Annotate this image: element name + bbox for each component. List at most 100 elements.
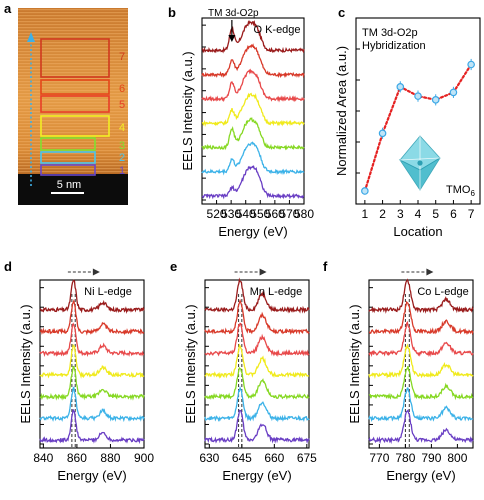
spectrum-location-4 — [201, 92, 305, 127]
lattice-fringes — [18, 8, 128, 174]
data-point-7 — [467, 60, 475, 69]
x-tick-label: 790 — [421, 451, 441, 465]
spectrum-location-1 — [39, 409, 145, 445]
spectrum-location-7 — [201, 19, 305, 54]
spectrum-location-1 — [204, 409, 310, 444]
x-tick-label: 2 — [379, 207, 386, 221]
x-tick-label: 6 — [450, 207, 457, 221]
spectrum-location-2 — [368, 387, 474, 423]
chart-title: O K-edge — [253, 24, 300, 36]
data-point-3 — [396, 83, 405, 91]
panel-letter-f: f — [323, 259, 328, 274]
region-box-1 — [40, 164, 96, 176]
spectrum-location-1 — [201, 164, 305, 200]
region-label-3: 3 — [119, 140, 125, 152]
spectrum-location-5 — [39, 322, 145, 358]
scale-bar: 5 nm — [51, 179, 84, 194]
x-axis-label: Energy (eV) — [222, 468, 291, 483]
x-tick-label: 570 — [279, 207, 299, 221]
x-tick-label: 770 — [369, 451, 389, 465]
x-tick-label: 840 — [33, 451, 53, 465]
chart-title: Co L-edge — [417, 286, 468, 298]
x-tick-label: 645 — [232, 451, 252, 465]
plot-frame — [368, 279, 474, 449]
spectrum-location-2 — [201, 141, 305, 176]
x-tick-label: 900 — [134, 451, 154, 465]
region-box-5 — [40, 95, 110, 113]
x-tick-label: 5 — [432, 207, 439, 221]
inset-label: TMO6 — [446, 184, 475, 198]
x-tick-label: 800 — [447, 451, 467, 465]
data-point-5 — [431, 96, 440, 104]
spectrum-location-1 — [368, 408, 474, 445]
x-tick-label: 880 — [100, 451, 120, 465]
panel-letter-d: d — [4, 259, 12, 274]
region-label-5: 5 — [119, 99, 125, 111]
spectrum-location-3 — [39, 365, 145, 401]
co-l-edge-chart: 770 780 790 800 Energy (eV) EELS Intensity (a… — [347, 268, 474, 483]
y-axis-label: EELS Intensity (a.u.) — [180, 51, 195, 170]
ni-l-edge-chart: 840 860 880 900 Energy (eV) EELS Intensity (a… — [18, 268, 154, 483]
x-axis-label: Energy (eV) — [386, 468, 455, 483]
data-point-4 — [414, 92, 422, 100]
spectrum-location-6 — [39, 299, 145, 336]
plot-frame — [201, 17, 305, 205]
shift-arrow-head — [426, 268, 434, 276]
x-tick-label: 7 — [468, 207, 475, 221]
x-tick-label: 1 — [362, 207, 369, 221]
panel-letter-b: b — [168, 5, 176, 20]
spectrum-location-5 — [368, 320, 474, 358]
panel-letter-e: e — [170, 259, 177, 274]
spectrum-location-3 — [201, 117, 305, 151]
x-axis-label: Energy (eV) — [218, 224, 287, 239]
x-tick-label: 580 — [294, 207, 314, 221]
chart-title: TM 3d-O2p Hybridization — [362, 27, 426, 52]
panel-letter-a: a — [4, 1, 12, 16]
plot-frame — [39, 279, 145, 449]
spectrum-location-2 — [204, 385, 310, 423]
x-tick-label: 550 — [250, 207, 270, 221]
x-tick-label: 860 — [67, 451, 87, 465]
chart-title: Ni L-edge — [84, 286, 132, 298]
chart-title: Mn L-edge — [250, 286, 303, 298]
y-axis-label: Normalized Area (a.u.) — [334, 46, 349, 176]
spectrum-location-4 — [204, 343, 310, 379]
spectrum-location-5 — [201, 68, 305, 103]
y-axis-label: EELS Intensity (a.u.) — [18, 304, 33, 423]
spectrum-location-7 — [204, 277, 310, 314]
hybridization-chart: TMO6 1 2 3 4 5 6 7 Location Normalized Area (a.u.… — [334, 17, 481, 239]
region-box-4 — [40, 115, 110, 137]
x-tick-label: 630 — [199, 451, 219, 465]
location-arrow — [27, 32, 35, 186]
x-tick-label: 675 — [297, 451, 317, 465]
region-label-7: 7 — [119, 51, 125, 63]
spectrum-location-5 — [204, 322, 310, 358]
region-label-1: 1 — [119, 165, 125, 177]
spectrum-location-6 — [201, 43, 305, 79]
micrograph-panel: 7 6 5 4 321 5 nm — [18, 8, 128, 205]
region-box-3 — [40, 137, 96, 151]
octahedron-icon — [398, 135, 441, 191]
x-axis-label: Energy (eV) — [57, 468, 126, 483]
data-point-2 — [378, 129, 387, 138]
x-tick-label: 3 — [397, 207, 404, 221]
spectrum-location-4 — [368, 343, 474, 379]
x-tick-label: 520 — [207, 207, 227, 221]
x-tick-label: 780 — [395, 451, 415, 465]
x-tick-label: 4 — [415, 207, 422, 221]
plot-frame — [204, 279, 310, 449]
region-box-6 — [40, 79, 110, 95]
x-tick-label: 660 — [264, 451, 284, 465]
data-point-1 — [361, 187, 369, 195]
x-axis-label: Location — [393, 224, 442, 239]
spectrum-location-6 — [369, 300, 474, 336]
scale-bar-label: 5 nm — [57, 179, 81, 191]
region-label-2: 2 — [119, 152, 125, 164]
x-tick-label: 540 — [236, 207, 256, 221]
data-point-6 — [449, 88, 458, 97]
region-label-4: 4 — [119, 122, 125, 134]
mn-l-edge-chart: 630 645 660 675 Energy (eV) EELS Intensity (a… — [183, 268, 317, 483]
spectrum-location-4 — [39, 343, 145, 379]
